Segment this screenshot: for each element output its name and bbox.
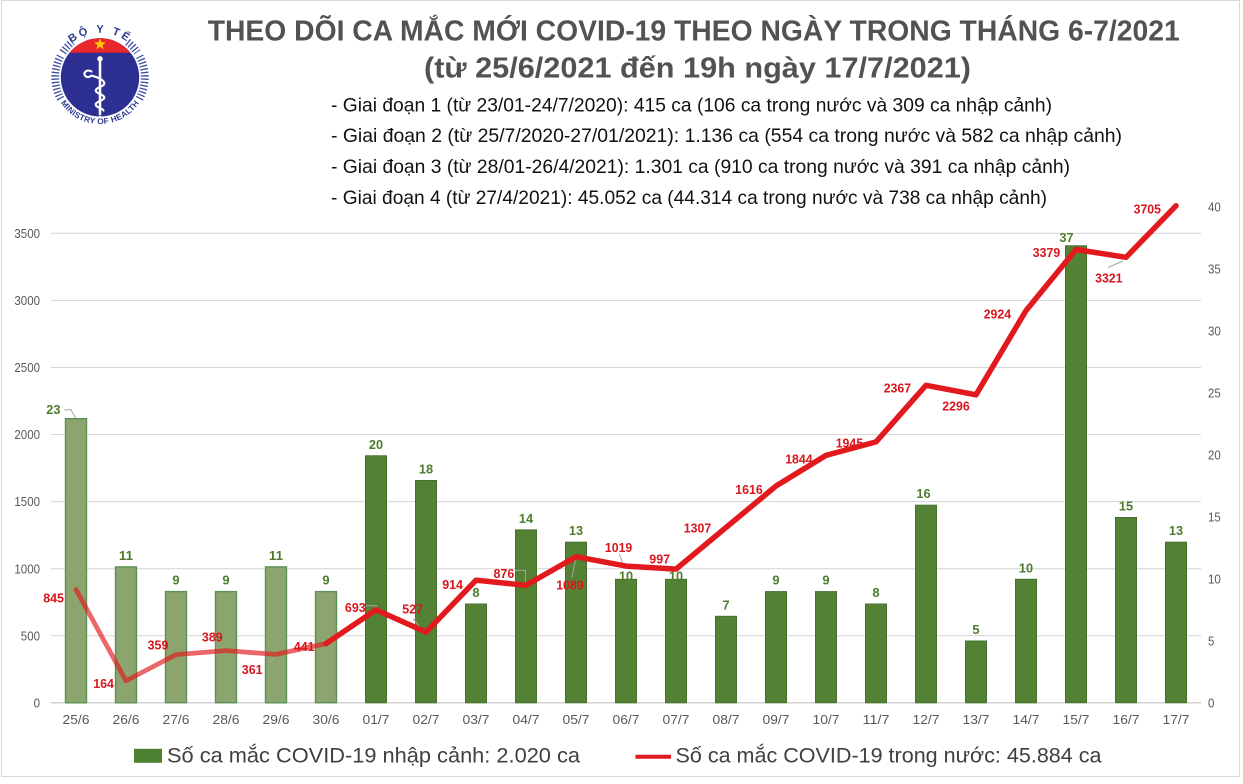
svg-text:13: 13 bbox=[1169, 524, 1183, 538]
svg-text:27/6: 27/6 bbox=[163, 712, 190, 727]
svg-text:876: 876 bbox=[494, 567, 515, 581]
svg-text:08/7: 08/7 bbox=[713, 712, 740, 727]
svg-text:14: 14 bbox=[519, 512, 533, 526]
svg-text:10: 10 bbox=[619, 570, 633, 584]
svg-text:1089: 1089 bbox=[556, 579, 583, 593]
svg-text:11: 11 bbox=[119, 549, 133, 563]
svg-text:13/7: 13/7 bbox=[963, 712, 990, 727]
svg-text:10: 10 bbox=[1208, 571, 1221, 586]
svg-text:18: 18 bbox=[419, 463, 433, 477]
svg-text:26/6: 26/6 bbox=[113, 712, 140, 727]
svg-text:2367: 2367 bbox=[884, 381, 911, 395]
svg-text:37: 37 bbox=[1059, 231, 1073, 245]
svg-text:16/7: 16/7 bbox=[1113, 712, 1140, 727]
svg-text:20: 20 bbox=[369, 438, 383, 452]
svg-text:7: 7 bbox=[722, 598, 729, 612]
svg-text:10: 10 bbox=[669, 570, 683, 584]
svg-text:9: 9 bbox=[222, 574, 229, 588]
svg-text:3000: 3000 bbox=[14, 293, 40, 308]
svg-text:361: 361 bbox=[242, 663, 263, 677]
svg-text:02/7: 02/7 bbox=[413, 712, 440, 727]
svg-text:- Giai đoạn 1 (từ 23/01-24/7/2: - Giai đoạn 1 (từ 23/01-24/7/2020): 415 … bbox=[331, 94, 1052, 116]
svg-text:07/7: 07/7 bbox=[663, 712, 690, 727]
svg-text:359: 359 bbox=[148, 639, 169, 653]
svg-text:29/6: 29/6 bbox=[263, 712, 290, 727]
svg-text:389: 389 bbox=[202, 631, 223, 645]
svg-text:914: 914 bbox=[442, 578, 463, 592]
svg-text:01/7: 01/7 bbox=[363, 712, 390, 727]
svg-text:15: 15 bbox=[1119, 500, 1133, 514]
svg-text:30/6: 30/6 bbox=[313, 712, 340, 727]
svg-text:- Giai đoạn 2 (từ 25/7/2020-27: - Giai đoạn 2 (từ 25/7/2020-27/01/2021):… bbox=[331, 125, 1122, 147]
svg-text:1307: 1307 bbox=[684, 522, 711, 536]
svg-text:Số ca mắc COVID-19 trong nước:: Số ca mắc COVID-19 trong nước: 45.884 ca bbox=[676, 745, 1102, 768]
svg-text:527: 527 bbox=[402, 603, 423, 617]
svg-text:16: 16 bbox=[916, 487, 930, 501]
svg-text:13: 13 bbox=[569, 524, 583, 538]
svg-text:40: 40 bbox=[1208, 199, 1221, 214]
svg-text:10: 10 bbox=[1019, 561, 1033, 575]
svg-text:03/7: 03/7 bbox=[463, 712, 490, 727]
svg-text:997: 997 bbox=[649, 553, 670, 567]
svg-text:1616: 1616 bbox=[735, 483, 762, 497]
svg-text:25: 25 bbox=[1208, 385, 1221, 400]
svg-text:25/6: 25/6 bbox=[63, 712, 90, 727]
svg-text:8: 8 bbox=[872, 586, 879, 600]
svg-text:12/7: 12/7 bbox=[913, 712, 940, 727]
svg-text:441: 441 bbox=[294, 640, 315, 654]
svg-text:(từ 25/6/2021 đến 19h ngày 17/: (từ 25/6/2021 đến 19h ngày 17/7/2021) bbox=[424, 53, 971, 85]
svg-text:17/7: 17/7 bbox=[1163, 712, 1190, 727]
svg-text:3379: 3379 bbox=[1033, 246, 1060, 260]
svg-text:09/7: 09/7 bbox=[763, 712, 790, 727]
svg-text:500: 500 bbox=[21, 628, 40, 643]
svg-text:3321: 3321 bbox=[1095, 271, 1122, 285]
svg-text:05/7: 05/7 bbox=[563, 712, 590, 727]
svg-text:14/7: 14/7 bbox=[1013, 712, 1040, 727]
svg-text:11: 11 bbox=[269, 549, 283, 563]
svg-text:5: 5 bbox=[1208, 633, 1214, 648]
svg-text:845: 845 bbox=[43, 591, 64, 605]
svg-text:20: 20 bbox=[1208, 447, 1221, 462]
svg-text:0: 0 bbox=[34, 695, 40, 710]
svg-text:3705: 3705 bbox=[1134, 202, 1161, 216]
svg-text:1844: 1844 bbox=[785, 452, 812, 466]
svg-text:1945: 1945 bbox=[836, 437, 863, 451]
svg-text:3500: 3500 bbox=[14, 226, 40, 241]
svg-text:11/7: 11/7 bbox=[863, 712, 890, 727]
svg-text:2296: 2296 bbox=[942, 399, 969, 413]
svg-text:15: 15 bbox=[1208, 509, 1221, 524]
svg-text:2500: 2500 bbox=[14, 360, 40, 375]
svg-text:35: 35 bbox=[1208, 261, 1221, 276]
svg-text:2924: 2924 bbox=[984, 307, 1011, 321]
svg-text:Số ca mắc COVID-19 nhập cảnh:: Số ca mắc COVID-19 nhập cảnh: 2.020 ca bbox=[167, 745, 580, 768]
svg-text:30: 30 bbox=[1208, 323, 1221, 338]
svg-text:- Giai đoạn 4 (từ 27/4/2021):: - Giai đoạn 4 (từ 27/4/2021): 45.052 ca … bbox=[331, 187, 1047, 209]
svg-text:28/6: 28/6 bbox=[213, 712, 240, 727]
svg-text:15/7: 15/7 bbox=[1063, 712, 1090, 727]
svg-text:2000: 2000 bbox=[14, 427, 40, 442]
svg-text:- Giai đoạn 3 (từ 28/01-26/4/2: - Giai đoạn 3 (từ 28/01-26/4/2021): 1.30… bbox=[331, 156, 1070, 178]
svg-text:1019: 1019 bbox=[605, 541, 632, 555]
svg-text:23: 23 bbox=[46, 403, 60, 417]
svg-text:9: 9 bbox=[322, 574, 329, 588]
svg-text:5: 5 bbox=[972, 623, 979, 637]
svg-text:10/7: 10/7 bbox=[813, 712, 840, 727]
svg-text:8: 8 bbox=[472, 586, 479, 600]
svg-text:9: 9 bbox=[772, 574, 779, 588]
svg-text:1000: 1000 bbox=[14, 561, 40, 576]
svg-text:04/7: 04/7 bbox=[513, 712, 540, 727]
svg-text:693: 693 bbox=[345, 601, 366, 615]
svg-text:06/7: 06/7 bbox=[613, 712, 640, 727]
svg-text:9: 9 bbox=[172, 574, 179, 588]
svg-text:THEO DÕI CA MẮC MỚI COVID-19 T: THEO DÕI CA MẮC MỚI COVID-19 THEO NGÀY T… bbox=[208, 14, 1180, 48]
svg-text:0: 0 bbox=[1208, 695, 1214, 710]
svg-text:1500: 1500 bbox=[14, 494, 40, 509]
svg-text:9: 9 bbox=[822, 574, 829, 588]
svg-text:164: 164 bbox=[93, 677, 114, 691]
